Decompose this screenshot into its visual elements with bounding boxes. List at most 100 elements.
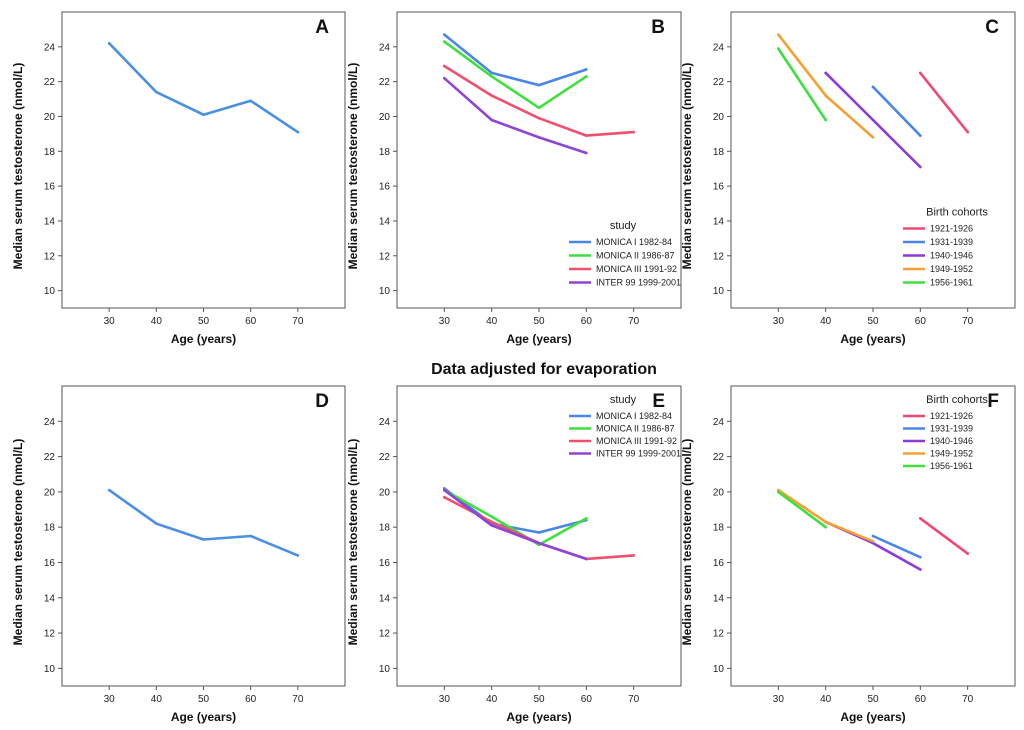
figure-title: Data adjusted for evaporation (431, 361, 657, 378)
panel-letter: E (652, 391, 665, 412)
x-tick-label: 50 (533, 316, 545, 327)
data-point (490, 520, 493, 524)
legend-label: 1931-1939 (930, 237, 973, 247)
y-tick-label: 20 (713, 112, 725, 123)
panel-d: 10 12 14 16 18 20 22 24 30 40 50 60 70 Age (years) Med… (11, 385, 346, 724)
data-point (871, 539, 875, 543)
series-line (776, 488, 875, 543)
x-tick-label: 40 (486, 316, 498, 327)
y-tick-label: 16 (379, 558, 391, 569)
data-point (155, 90, 158, 94)
series-line (442, 488, 588, 547)
legend: Birth cohorts 1921-1926 1931-1939 1940-1946… (903, 394, 988, 471)
y-tick-label: 12 (44, 629, 56, 640)
x-tick-label: 60 (245, 316, 257, 327)
y-tick-label: 22 (713, 77, 725, 88)
data-point (777, 490, 780, 494)
data-point (249, 534, 252, 538)
x-tick-label: 30 (439, 694, 451, 705)
panel-letter: A (315, 17, 329, 38)
y-tick-label: 12 (713, 629, 725, 640)
legend-label: 1949-1952 (930, 264, 973, 274)
y-axis-title: Median serum testosterone (nmol/L) (346, 439, 360, 646)
data-point (202, 113, 205, 117)
data-point (966, 130, 969, 134)
data-point (443, 40, 446, 43)
y-tick-label: 24 (44, 417, 56, 428)
x-tick-label: 70 (962, 694, 974, 705)
data-point (585, 75, 588, 78)
data-point (585, 134, 588, 137)
y-tick-label: 16 (44, 182, 56, 193)
panel-letter: B (651, 17, 665, 38)
x-tick-label: 40 (151, 316, 163, 327)
x-tick-label: 40 (820, 316, 832, 327)
y-tick-label: 20 (44, 487, 56, 498)
x-tick-label: 40 (486, 694, 498, 705)
x-tick-label: 60 (581, 316, 593, 327)
y-tick-label: 20 (713, 487, 725, 498)
y-tick-label: 16 (44, 558, 56, 569)
legend-label: 1956-1961 (930, 278, 973, 288)
y-axis-title: Median serum testosterone (nmol/L) (346, 63, 360, 270)
data-point (919, 568, 922, 571)
y-tick-label: 22 (379, 77, 391, 88)
legend-label: 1940-1946 (930, 436, 973, 446)
data-point (490, 94, 493, 97)
x-tick-label: 70 (628, 694, 640, 705)
x-tick-label: 60 (245, 694, 257, 705)
data-point (443, 488, 446, 492)
y-tick-label: 12 (44, 251, 56, 262)
plot-frame (61, 385, 346, 687)
data-point (585, 68, 588, 71)
series-line (442, 64, 636, 137)
series-line (776, 47, 828, 122)
y-tick-label: 12 (379, 251, 391, 262)
x-axis-title: Age (years) (840, 332, 905, 346)
data-point (537, 531, 541, 534)
data-point (490, 515, 493, 518)
series-line (442, 76, 588, 155)
y-tick-label: 10 (44, 664, 56, 675)
panel-b: 10 12 14 16 18 20 22 24 30 40 50 60 70 Age (years) Med… (346, 11, 682, 346)
legend-label: 1949-1952 (930, 449, 973, 459)
series-line (107, 41, 300, 134)
series-line (442, 33, 588, 87)
y-tick-label: 24 (379, 417, 391, 428)
data-point (824, 71, 827, 75)
data-point (871, 85, 875, 89)
x-tick-label: 40 (151, 694, 163, 705)
panel-c: 10 12 14 16 18 20 22 24 30 40 50 60 70 Age (years) Med… (680, 11, 1016, 346)
y-tick-label: 14 (379, 216, 391, 227)
y-axis-title: Median serum testosterone (nmol/L) (11, 439, 25, 646)
data-point (871, 136, 875, 139)
y-axis-title: Median serum testosterone (nmol/L) (680, 63, 694, 270)
x-axis-title: Age (years) (840, 710, 905, 724)
y-tick-label: 16 (713, 558, 725, 569)
x-tick-label: 30 (104, 694, 116, 705)
data-point (537, 116, 541, 120)
y-tick-label: 10 (379, 286, 391, 297)
data-point (632, 130, 635, 134)
data-point (537, 541, 541, 545)
y-tick-label: 10 (44, 286, 56, 297)
data-point (537, 83, 541, 87)
y-tick-label: 14 (713, 216, 725, 227)
data-point (585, 517, 588, 520)
legend: Birth cohorts 1921-1926 1931-1939 1940-1946… (903, 207, 988, 288)
legend: study MONICA I 1982-84 MONICA II 1986-87 MO… (569, 394, 681, 459)
y-tick-label: 20 (379, 487, 391, 498)
y-tick-label: 18 (713, 147, 725, 158)
legend-label: 1940-1946 (930, 251, 973, 261)
data-point (824, 520, 827, 524)
x-tick-label: 50 (198, 694, 210, 705)
legend-label: MONICA II 1986-87 (596, 424, 675, 434)
y-tick-label: 16 (379, 182, 391, 193)
series-line (918, 71, 970, 134)
data-point (871, 534, 875, 538)
data-point (490, 71, 493, 75)
x-tick-label: 30 (773, 694, 785, 705)
data-point (155, 522, 158, 525)
panel-letter: C (985, 17, 999, 38)
y-axis-title: Median serum testosterone (nmol/L) (11, 63, 25, 270)
